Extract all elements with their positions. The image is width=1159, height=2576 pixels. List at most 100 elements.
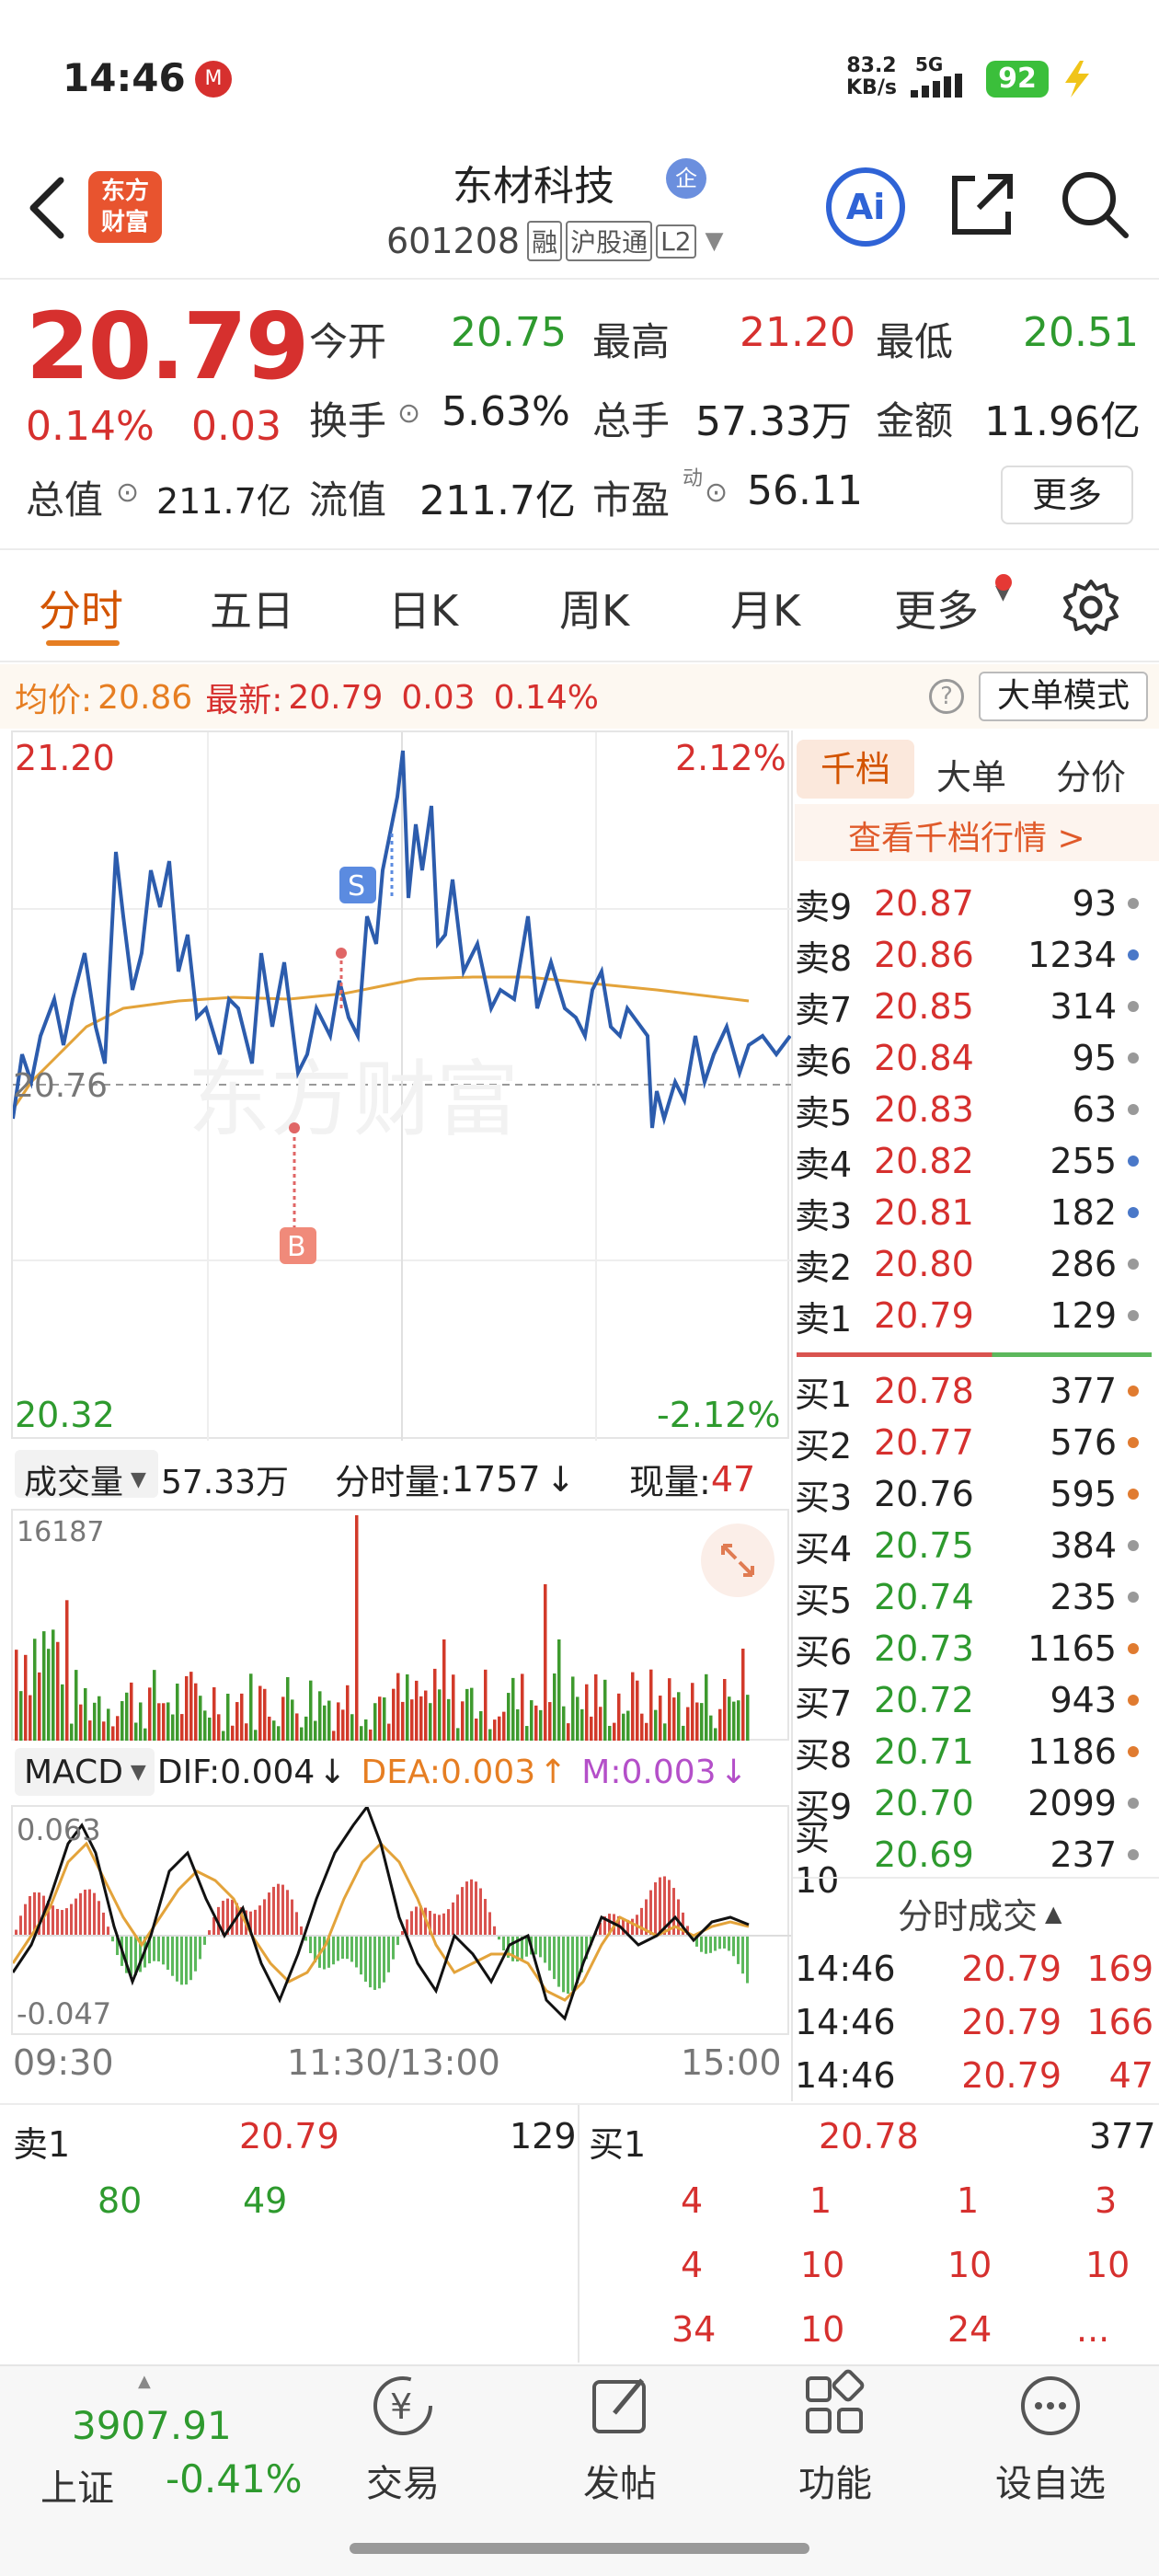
- caret-down-icon[interactable]: ▼: [705, 227, 724, 255]
- volume-bar: [272, 1720, 276, 1741]
- ai-button[interactable]: Ai: [826, 167, 905, 247]
- ask-row[interactable]: 卖4 20.82 255: [795, 1135, 1159, 1187]
- expand-icon[interactable]: [701, 1524, 775, 1597]
- macd-bar: [171, 1936, 174, 1976]
- bid-row[interactable]: 买6 20.73 1165: [795, 1623, 1159, 1674]
- index-value[interactable]: 3907.91: [72, 2403, 232, 2448]
- macd-bar: [622, 1918, 625, 1936]
- volume-bar: [56, 1641, 60, 1741]
- index-name[interactable]: 上证: [40, 2467, 114, 2510]
- bid-row[interactable]: 买8 20.71 1186: [795, 1726, 1159, 1777]
- volume-selector[interactable]: [15, 1450, 158, 1498]
- macd-chart[interactable]: [11, 1803, 791, 2035]
- volume-bar: [548, 1702, 552, 1741]
- volume-bar: [157, 1703, 161, 1741]
- macd-bar: [291, 1899, 293, 1936]
- help-icon[interactable]: ?: [929, 679, 964, 714]
- app-logo[interactable]: 东方 财富: [88, 171, 162, 243]
- volume-bar: [162, 1703, 166, 1741]
- ask-row[interactable]: 卖8 20.86 1234: [795, 929, 1159, 981]
- macd-bar: [98, 1901, 100, 1936]
- ts-volume: 分时量: 1757 ↓: [335, 1454, 575, 1504]
- tab-big-orders[interactable]: 大单: [936, 757, 1007, 798]
- ask-row[interactable]: 卖1 20.79 129: [795, 1290, 1159, 1341]
- more-button[interactable]: 更多: [1001, 466, 1133, 524]
- tab-intraday[interactable]: 分时: [39, 586, 123, 636]
- macd-bar: [258, 1905, 261, 1936]
- price-chart[interactable]: 东方财富 S B: [11, 730, 792, 1441]
- big-order-mode-button[interactable]: 大单模式: [979, 672, 1148, 721]
- macd-bar: [576, 1936, 579, 1984]
- macd-bar: [111, 1936, 114, 1942]
- tab-weekly-k[interactable]: 周K: [559, 586, 630, 636]
- ask-label: 卖4: [795, 1144, 853, 1185]
- ask-row[interactable]: 卖5 20.83 63: [795, 1084, 1159, 1135]
- settings-gear-icon[interactable]: [1060, 576, 1122, 638]
- search-icon[interactable]: [1058, 167, 1131, 241]
- bid-row[interactable]: 买10 20.69 237: [795, 1818, 1159, 1901]
- view-depth-link[interactable]: 查看千档行情 >: [848, 820, 1085, 857]
- bid-row[interactable]: 买1 20.78 377: [795, 1365, 1159, 1417]
- macd-bar: [475, 1881, 477, 1936]
- order-dot: [1128, 1489, 1139, 1500]
- macd-bar: [277, 1883, 280, 1936]
- macd-selector[interactable]: [15, 1748, 155, 1796]
- ask-row[interactable]: 卖6 20.84 95: [795, 1032, 1159, 1084]
- caret-down-icon: ▼: [130, 1761, 146, 1784]
- macd-bar: [659, 1877, 661, 1936]
- tab-five-day[interactable]: 五日: [210, 586, 294, 636]
- volume-bar: [373, 1703, 377, 1741]
- info-icon[interactable]: ⊙: [397, 397, 421, 430]
- order-dot: [1128, 1849, 1139, 1860]
- index-pct[interactable]: -0.41%: [166, 2456, 303, 2501]
- back-icon[interactable]: [20, 171, 72, 245]
- ask-row[interactable]: 卖9 20.87 93: [795, 878, 1159, 929]
- nav-post[interactable]: 发帖: [537, 2369, 703, 2507]
- bid-row[interactable]: 买5 20.74 235: [795, 1571, 1159, 1623]
- tab-price-dist[interactable]: 分价: [1056, 757, 1127, 798]
- ts-volume-value: 1757: [451, 1458, 541, 1500]
- info-icon[interactable]: ⊙: [705, 477, 729, 509]
- volume-bar: [222, 1731, 225, 1741]
- macd-bar: [419, 1905, 422, 1936]
- bid-row[interactable]: 买3 20.76 595: [795, 1468, 1159, 1520]
- volume-bar: [452, 1674, 455, 1741]
- volume-bar: [208, 1717, 212, 1741]
- queue-buy-item: 4: [681, 2245, 704, 2285]
- macd-bar: [79, 1892, 82, 1936]
- buy-marker[interactable]: [280, 1227, 316, 1264]
- volume-chart[interactable]: [11, 1509, 789, 1741]
- tick-volume: 166: [1086, 2002, 1153, 2042]
- volume-bar: [553, 1673, 557, 1741]
- nav-functions[interactable]: 功能: [752, 2369, 918, 2507]
- bid-row[interactable]: 买7 20.72 943: [795, 1674, 1159, 1726]
- volume-bar: [314, 1720, 317, 1741]
- tab-more[interactable]: 更多: [894, 586, 979, 636]
- nav-trade[interactable]: ¥ 交易: [320, 2369, 486, 2507]
- ask-row[interactable]: 卖7 20.85 314: [795, 981, 1159, 1032]
- volume-bar: [544, 1584, 547, 1741]
- macd-bar: [429, 1911, 431, 1936]
- share-icon[interactable]: [947, 169, 1017, 239]
- volume-bar: [245, 1723, 248, 1741]
- nav-add-watchlist[interactable]: 设自选: [968, 2369, 1133, 2507]
- macd-bar: [723, 1936, 726, 1949]
- sell-marker[interactable]: [339, 867, 376, 903]
- dif-arrow: ↓: [318, 1754, 347, 1791]
- tab-daily-k[interactable]: 日K: [388, 586, 459, 636]
- stock-name[interactable]: 东材科技: [453, 163, 614, 210]
- tab-full-depth[interactable]: 千档: [797, 740, 914, 799]
- volume-bar: [199, 1696, 202, 1741]
- macd-bar: [24, 1903, 27, 1936]
- bid-row[interactable]: 买4 20.75 384: [795, 1520, 1159, 1571]
- ticks-header[interactable]: 分时成交 ▲: [898, 1888, 1061, 1938]
- bid-row[interactable]: 买9 20.70 2099: [795, 1777, 1159, 1829]
- info-icon[interactable]: ⊙: [116, 477, 140, 509]
- high-value: 21.20: [740, 309, 855, 356]
- tab-monthly-k[interactable]: 月K: [730, 586, 801, 636]
- macd-label: MACD: [24, 1754, 123, 1791]
- ask-row[interactable]: 卖2 20.80 286: [795, 1238, 1159, 1290]
- tab-underline: [46, 640, 120, 646]
- ask-row[interactable]: 卖3 20.81 182: [795, 1187, 1159, 1238]
- bid-row[interactable]: 买2 20.77 576: [795, 1417, 1159, 1468]
